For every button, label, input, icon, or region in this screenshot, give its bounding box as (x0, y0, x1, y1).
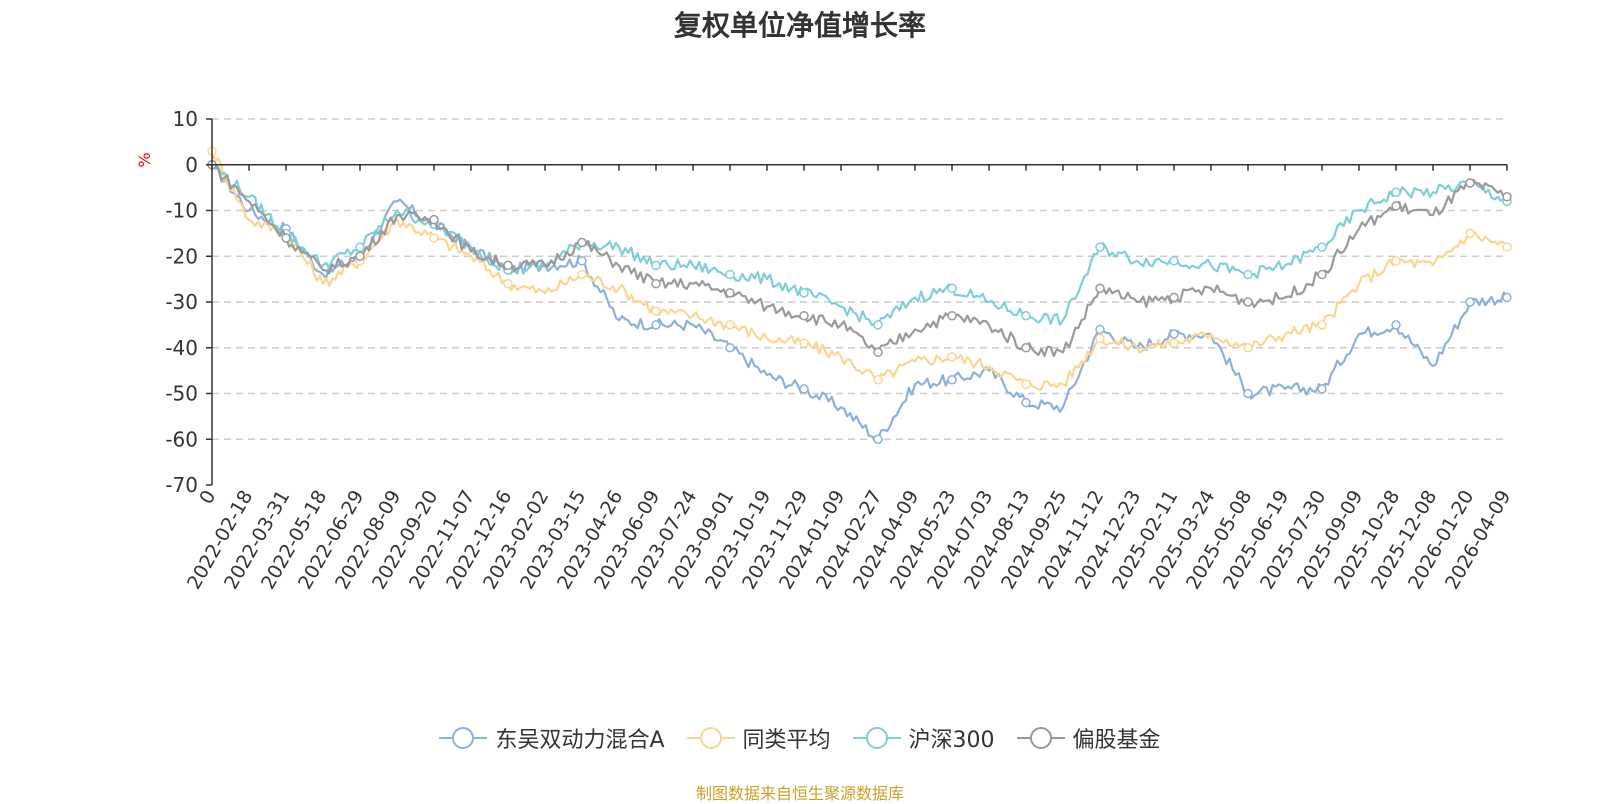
series-point (1465, 297, 1475, 307)
series-point (577, 269, 587, 280)
series-point (577, 237, 587, 248)
series-point (1502, 242, 1512, 252)
series-point (1169, 256, 1179, 266)
series-point (873, 320, 883, 330)
legend-marker-icon (439, 726, 488, 750)
series-point (355, 242, 365, 252)
y-tick-label: -10 (165, 199, 198, 223)
series-point (799, 338, 809, 348)
series-point (947, 352, 957, 362)
series-point (799, 384, 809, 394)
series-point (1317, 269, 1327, 280)
series-point (1317, 320, 1327, 330)
series-point (429, 233, 439, 243)
legend-item[interactable]: 东吴双动力混合A (439, 722, 665, 754)
series-point (1095, 333, 1105, 344)
series-point (429, 214, 439, 225)
series-point (1095, 283, 1105, 294)
series-point (651, 306, 661, 316)
legend-marker-icon (1016, 726, 1065, 750)
series-point (947, 283, 957, 294)
series-point (947, 310, 957, 321)
legend-item[interactable]: 沪深300 (852, 722, 995, 754)
series-point (1391, 256, 1401, 266)
series-point (1465, 178, 1475, 188)
series-point (1021, 310, 1031, 321)
series-point (1465, 228, 1475, 239)
series-line (211, 163, 1508, 358)
series-point (1391, 187, 1401, 197)
legend-label: 东吴双动力混合A (495, 728, 665, 753)
legend-label: 沪深300 (908, 728, 995, 753)
series-point (873, 347, 883, 358)
series-point (725, 320, 735, 330)
series-point (1243, 297, 1253, 307)
y-tick-label: 10 (173, 107, 198, 131)
series-point (1243, 343, 1253, 353)
series-point (1169, 338, 1179, 348)
series-point (577, 256, 587, 266)
series-point (503, 278, 513, 289)
series-line (211, 162, 1508, 441)
x-tick-label: 0 (195, 487, 220, 508)
series-point (355, 251, 365, 261)
series-point (1317, 384, 1327, 394)
series-point (1021, 343, 1031, 353)
y-tick-label: -70 (165, 473, 198, 497)
series-point (1095, 242, 1105, 252)
y-tick-label: -20 (165, 244, 198, 268)
series-point (725, 343, 735, 353)
series-point (1021, 379, 1031, 390)
legend-item[interactable]: 同类平均 (686, 722, 831, 754)
series-point (651, 320, 661, 330)
series-point (1502, 192, 1512, 202)
chart-title: 复权单位净值增长率 (673, 9, 926, 42)
y-tick-label: -50 (165, 382, 198, 406)
legend-marker-icon (852, 726, 901, 750)
axes: 100-10-20-30-40-50-60-7002022-02-182022-… (165, 107, 1515, 593)
legend: 东吴双动力混合A 同类平均 沪深300 偏股基金 (0, 722, 1600, 754)
series-point (873, 434, 883, 444)
series-point (1391, 320, 1401, 330)
series-point (281, 233, 291, 243)
y-tick-label: -60 (165, 427, 198, 451)
legend-marker-icon (686, 726, 735, 750)
series-point (799, 288, 809, 298)
series-point (1169, 329, 1179, 339)
legend-label: 偏股基金 (1072, 728, 1161, 753)
series-point (1169, 292, 1179, 303)
y-tick-label: -30 (165, 290, 198, 314)
legend-label: 同类平均 (742, 728, 831, 753)
series-point (651, 260, 661, 271)
series-point (1317, 242, 1327, 252)
legend-item[interactable]: 偏股基金 (1016, 722, 1161, 754)
series-point (947, 375, 957, 385)
y-axis-label: % (135, 152, 154, 167)
y-tick-label: 0 (185, 153, 198, 177)
series-line (211, 164, 1508, 327)
series-point (725, 288, 735, 298)
series-point (1243, 388, 1253, 399)
data-source-note: 制图数据来自恒生聚源数据库 (695, 784, 904, 803)
series-point (1502, 292, 1512, 303)
series-point (651, 278, 661, 289)
series-point (1021, 397, 1031, 408)
series-line (210, 150, 1508, 391)
series-point (1243, 269, 1253, 280)
series-point (1095, 324, 1105, 335)
series-point (503, 260, 513, 271)
series-point (873, 375, 883, 385)
series-lines (207, 146, 1512, 444)
series-point (799, 310, 809, 321)
series-point (725, 269, 735, 280)
series-point (1391, 201, 1401, 211)
y-tick-label: -40 (165, 336, 198, 360)
